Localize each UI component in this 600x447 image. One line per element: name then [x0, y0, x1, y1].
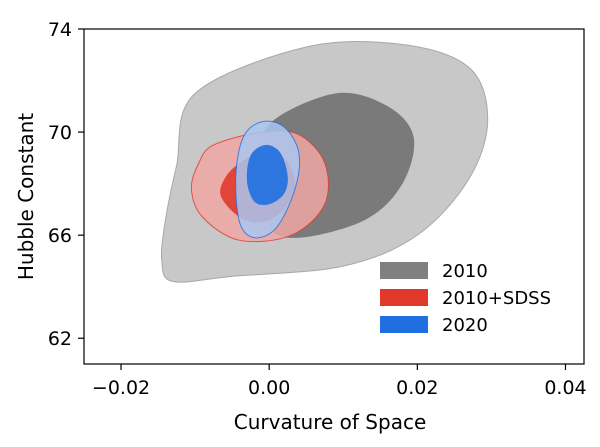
ticks-layer: −0.02 0.00 0.02 0.04 62 66 70 74: [48, 19, 587, 399]
legend-swatch-2020: [380, 316, 428, 333]
legend-label-2020: 2020: [442, 315, 488, 336]
y-tick-label: 66: [48, 225, 72, 247]
legend-swatch-2010: [380, 262, 428, 279]
y-tick-label: 74: [48, 19, 72, 41]
legend-label-2010: 2010: [442, 261, 488, 282]
contour-2020-inner: [246, 144, 288, 206]
legend-label-2010-sdss: 2010+SDSS: [442, 288, 551, 309]
x-tick-label: 0.02: [396, 377, 438, 399]
series-2020: [235, 120, 301, 239]
contours-layer: [160, 40, 489, 283]
y-tick-label: 62: [48, 328, 72, 350]
legend-swatch-2010-sdss: [380, 289, 428, 306]
legend: 2010 2010+SDSS 2020: [380, 261, 551, 336]
x-tick-label: 0.04: [544, 377, 586, 399]
plot-frame: [83, 28, 585, 365]
x-axis-label: Curvature of Space: [234, 410, 427, 434]
y-tick-label: 70: [48, 122, 72, 144]
x-tick-label: −0.02: [92, 377, 150, 399]
y-axis-label: Hubble Constant: [14, 113, 38, 280]
x-tick-label: 0.00: [248, 377, 290, 399]
